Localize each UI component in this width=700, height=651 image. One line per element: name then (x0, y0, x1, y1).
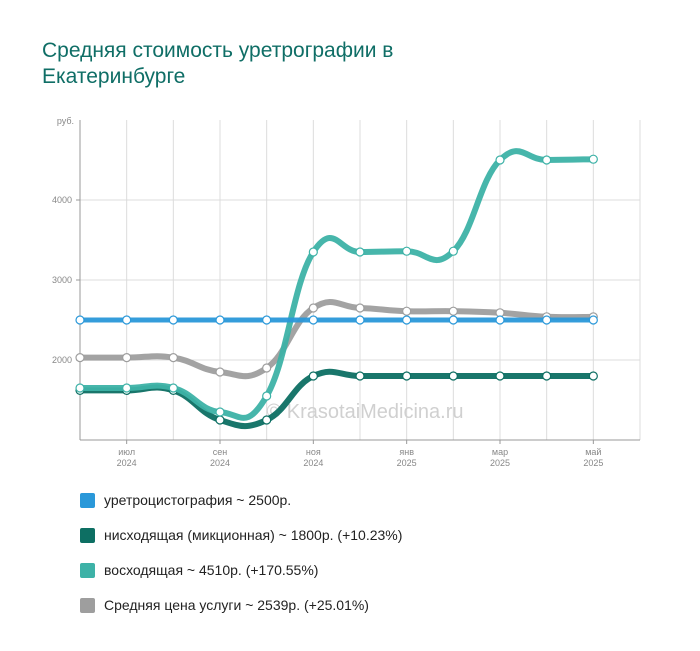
data-point (262, 315, 272, 325)
y-tick-label: 3000 (52, 275, 72, 285)
x-tick-label-month: мар (492, 447, 508, 457)
data-point (122, 353, 132, 363)
data-point (75, 315, 85, 325)
y-tick-label: 4000 (52, 195, 72, 205)
data-point (402, 371, 412, 381)
series-group (75, 148, 598, 421)
x-tick-label-year: 2025 (490, 458, 510, 468)
y-tick-label: 2000 (52, 355, 72, 365)
data-point (402, 246, 412, 256)
x-tick-label-month: май (585, 447, 601, 457)
legend-item[interactable]: нисходящая (микционная) ~ 1800р. (+10.23… (80, 523, 402, 547)
data-point (262, 363, 272, 373)
chart-title: Средняя стоимость уретрографии в Екатери… (42, 39, 394, 88)
data-point (588, 154, 598, 164)
x-tick-label-year: 2025 (583, 458, 603, 468)
legend-label: восходящая ~ 4510р. (+170.55%) (104, 562, 319, 578)
data-point (168, 315, 178, 325)
data-point (495, 371, 505, 381)
data-point (542, 315, 552, 325)
grid (79, 120, 641, 440)
data-point (122, 315, 132, 325)
legend-item[interactable]: восходящая ~ 4510р. (+170.55%) (80, 558, 402, 582)
watermark: © KrasotaiMedicina.ru (266, 401, 463, 423)
data-point (448, 371, 458, 381)
series-line (77, 299, 597, 380)
data-point (308, 315, 318, 325)
legend-swatch (80, 527, 95, 543)
x-tick-label-year: 2024 (303, 458, 323, 468)
legend: уретроцистография ~ 2500р. нисходящая (ми… (80, 488, 402, 628)
data-point (448, 246, 458, 256)
data-point (122, 383, 132, 393)
data-point (215, 415, 225, 425)
legend-item[interactable]: Средняя цена услуги ~ 2539р. (+25.01%) (80, 593, 402, 617)
data-point (355, 247, 365, 257)
series-group (75, 315, 598, 325)
data-point (448, 315, 458, 325)
data-point (262, 415, 272, 425)
legend-swatch (80, 562, 95, 578)
data-point (588, 315, 598, 325)
data-point (308, 247, 318, 257)
data-point (402, 315, 412, 325)
x-tick-label-month: янв (399, 447, 414, 457)
data-point (355, 371, 365, 381)
data-point (168, 353, 178, 363)
data-point (448, 306, 458, 316)
data-point (308, 371, 318, 381)
data-point (215, 367, 225, 377)
x-tick-label-year: 2025 (397, 458, 417, 468)
data-point (215, 407, 225, 417)
x-tick-label-month: июл (118, 447, 135, 457)
data-point (542, 371, 552, 381)
legend-label: нисходящая (микционная) ~ 1800р. (+10.23… (104, 527, 403, 543)
data-point (495, 315, 505, 325)
series-group (75, 299, 598, 380)
data-point (495, 155, 505, 165)
legend-label: Средняя цена услуги ~ 2539р. (+25.01%) (104, 597, 369, 613)
legend-label: уретроцистография ~ 2500р. (104, 492, 292, 508)
data-point (215, 315, 225, 325)
legend-swatch (80, 597, 95, 613)
data-point (355, 303, 365, 313)
data-point (355, 315, 365, 325)
x-tick-label-year: 2024 (117, 458, 137, 468)
data-point (262, 391, 272, 401)
x-tick-label-year: 2024 (210, 458, 230, 468)
data-point (402, 306, 412, 316)
series-layer (75, 148, 598, 430)
x-tick-label-month: сен (213, 447, 228, 457)
data-point (588, 371, 598, 381)
data-point (542, 155, 552, 165)
data-point (75, 353, 85, 363)
x-tick-label-month: ноя (306, 447, 321, 457)
y-unit-label: руб. (57, 116, 74, 126)
legend-item[interactable]: уретроцистография ~ 2500р. (80, 488, 402, 512)
data-point (168, 383, 178, 393)
data-point (75, 383, 85, 393)
legend-swatch (80, 492, 95, 508)
data-point (308, 303, 318, 313)
